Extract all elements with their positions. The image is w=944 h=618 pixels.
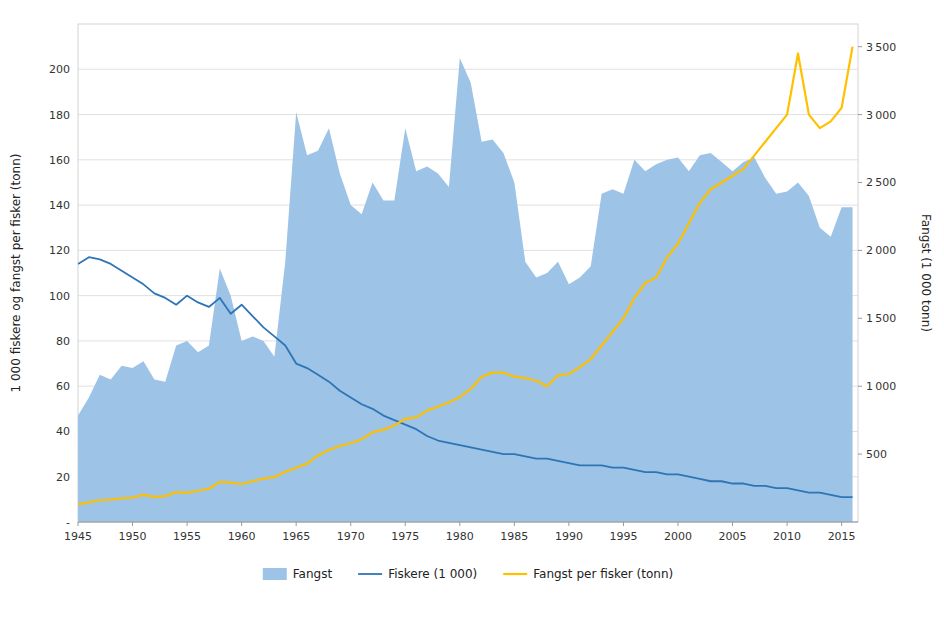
y2-tick-label: 1 000 [866, 380, 896, 393]
plot-frame [78, 24, 858, 522]
y-tick-label: 140 [49, 199, 70, 212]
x-tick [241, 522, 242, 526]
x-tick [787, 522, 788, 526]
y-tick-label: 160 [49, 154, 70, 167]
y-tick-label: 200 [49, 63, 70, 76]
x-tick [568, 522, 569, 526]
y2-tick-label: 1 500 [866, 312, 896, 325]
y2-tick-label: 3 500 [866, 41, 896, 54]
x-tick-label: 1970 [337, 530, 365, 543]
y2-tick [858, 114, 862, 115]
x-tick-label: 1985 [500, 530, 528, 543]
y2-tick [858, 182, 862, 183]
x-tick [459, 522, 460, 526]
y2-tick [858, 250, 862, 251]
x-tick-label: 1945 [64, 530, 92, 543]
x-axis-line [78, 522, 858, 523]
y-axis: - 20 40 60 80 100 120 140 160 180 200 [49, 63, 70, 529]
y2-tick [858, 46, 862, 47]
y-tick-label: 20 [56, 471, 70, 484]
x-tick-label: 1990 [555, 530, 583, 543]
grid-line [78, 69, 858, 70]
y-tick-label: 60 [56, 380, 70, 393]
legend-swatch [358, 573, 382, 575]
legend-label: Fangst [293, 567, 333, 581]
x-tick [350, 522, 351, 526]
x-tick-label: 2010 [773, 530, 801, 543]
line [78, 257, 853, 497]
y-tick-label: - [66, 516, 70, 529]
y2-tick [858, 318, 862, 319]
x-tick-label: 1995 [609, 530, 637, 543]
y2-tick [858, 386, 862, 387]
x-tick-label: 2005 [719, 530, 747, 543]
y2-axis: 500 1 000 1 500 2 000 2 500 3 000 3 500 [858, 41, 896, 461]
legend-item: Fangst [263, 567, 333, 581]
x-tick [296, 522, 297, 526]
legend-label: Fangst per fisker (tonn) [533, 567, 673, 581]
chart: 1945 1950 1955 1960 1965 1970 1975 1980 1985 1990… [0, 0, 944, 618]
line [78, 47, 853, 505]
legend-swatch [503, 573, 527, 575]
x-axis: 1945 1950 1955 1960 1965 1970 1975 1980 1985 1990… [64, 522, 856, 543]
y2-tick [858, 454, 862, 455]
legend-item: Fiskere (1 000) [358, 567, 477, 581]
x-tick [732, 522, 733, 526]
y-tick-label: 80 [56, 335, 70, 348]
x-tick [841, 522, 842, 526]
legend-label: Fiskere (1 000) [388, 567, 477, 581]
x-tick-label: 2015 [828, 530, 856, 543]
y2-tick-label: 3 000 [866, 109, 896, 122]
legend-swatch [263, 568, 287, 580]
y-tick-label: 100 [49, 290, 70, 303]
x-tick-label: 1955 [173, 530, 201, 543]
x-tick [514, 522, 515, 526]
y2-tick-label: 2 000 [866, 244, 896, 257]
y-tick-label: 180 [49, 109, 70, 122]
x-tick [78, 522, 79, 526]
x-tick-label: 1980 [446, 530, 474, 543]
legend-item: Fangst per fisker (tonn) [503, 567, 673, 581]
y-tick-label: 120 [49, 244, 70, 257]
y2-tick-label: 500 [866, 448, 887, 461]
y2-axis-label: Fangst (1 000 tonn) [919, 214, 933, 332]
y2-tick-label: 2 500 [866, 176, 896, 189]
x-tick-label: 2000 [664, 530, 692, 543]
y-tick-label: 40 [56, 425, 70, 438]
x-tick [187, 522, 188, 526]
x-tick-label: 1965 [282, 530, 310, 543]
x-tick [132, 522, 133, 526]
x-tick [623, 522, 624, 526]
x-tick [405, 522, 406, 526]
legend: Fangst Fiskere (1 000) Fangst per fisker (… [263, 567, 673, 581]
x-tick-label: 1975 [391, 530, 419, 543]
plot-area [78, 47, 853, 522]
grid-line [78, 522, 858, 523]
x-tick-label: 1960 [228, 530, 256, 543]
x-tick [678, 522, 679, 526]
area [78, 58, 853, 522]
x-tick-label: 1950 [119, 530, 147, 543]
y-axis-label: 1 000 fiskere og fangst per fisker (tonn… [9, 154, 23, 393]
